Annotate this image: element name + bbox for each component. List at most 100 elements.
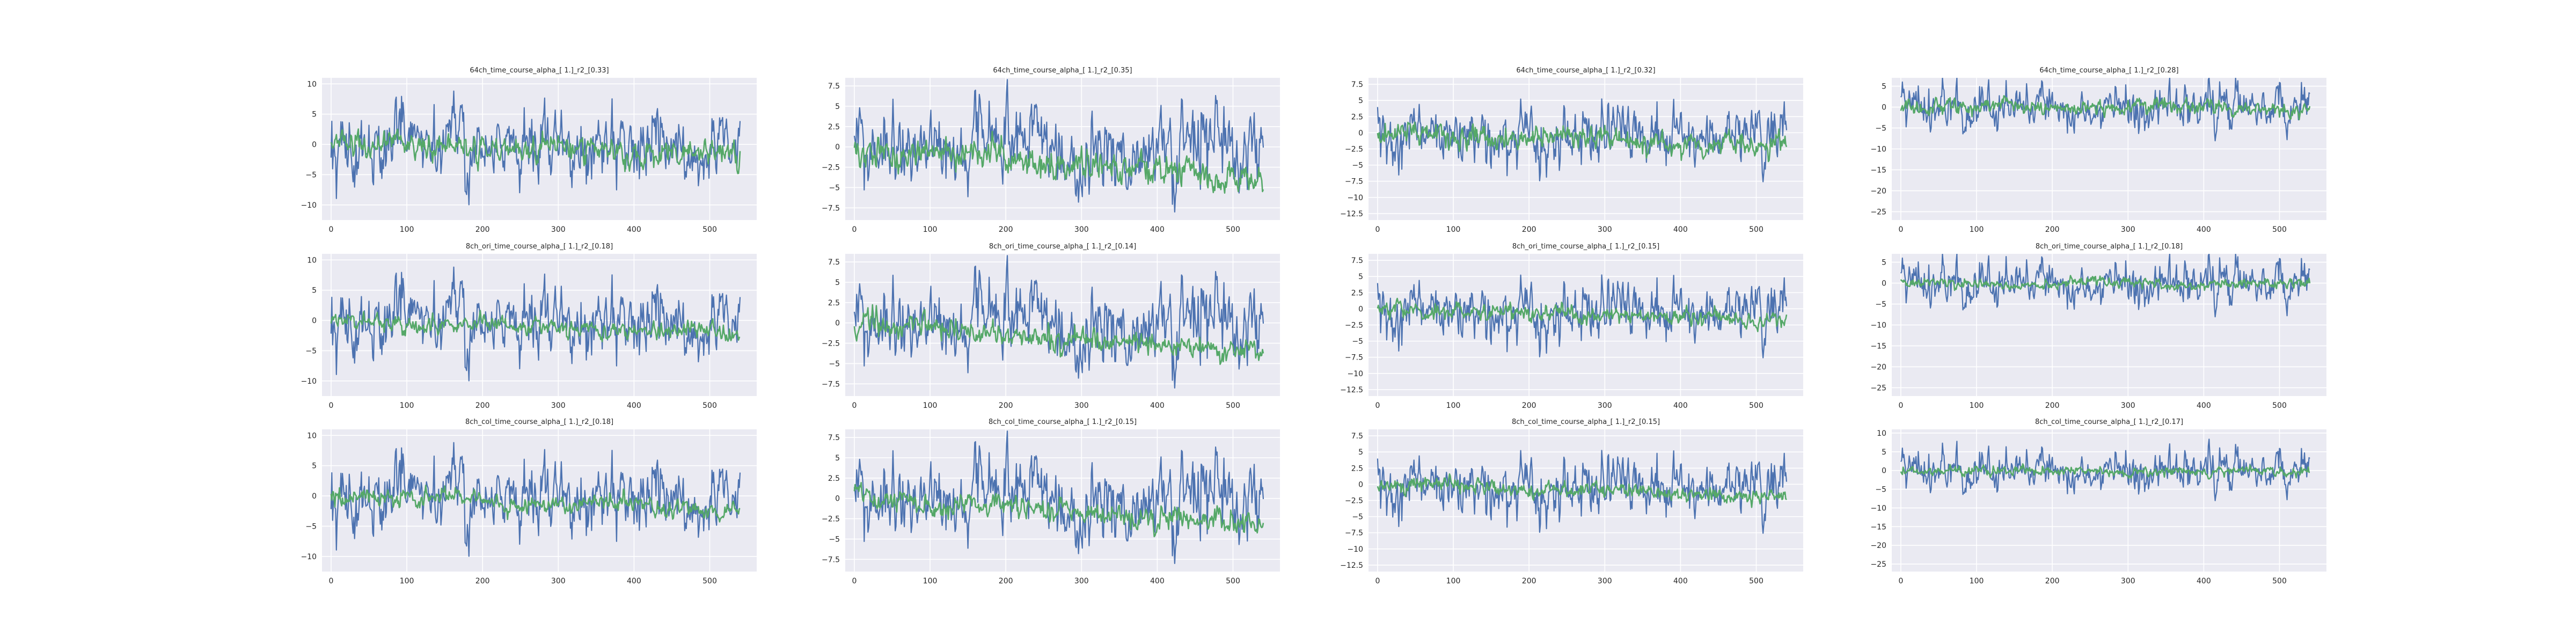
y-tick-label: −10	[1870, 145, 1886, 154]
x-tick-label: 100	[400, 401, 414, 410]
x-tick-label: 300	[551, 401, 566, 410]
y-tick-label: −25	[1870, 384, 1886, 392]
series-line-green	[1900, 463, 2310, 480]
y-tick-label: 0	[312, 317, 317, 325]
x-tick-label: 100	[923, 401, 938, 410]
x-tick-label: 500	[1226, 401, 1240, 410]
x-tick-label: 0	[328, 225, 333, 234]
y-tick-label: −20	[1870, 363, 1886, 371]
x-tick-label: 300	[1598, 577, 1612, 586]
x-tick-label: 400	[1150, 401, 1165, 410]
subplot-9: 0 100 200 300 400 500 −10 −5 0 5 10 8ch_col_time_co…	[301, 418, 757, 586]
subplot-title: 8ch_ori_time_course_alpha_[ 1.]_r2_[0.15…	[1512, 243, 1659, 251]
x-tick-label: 400	[2197, 401, 2211, 410]
x-tick-label: 200	[2045, 225, 2060, 234]
series-line-green	[330, 310, 741, 342]
subplot-5: 0 100 200 300 400 500 −10 −5 0 5 10 8ch_ori_time_co…	[301, 243, 757, 410]
x-tick-label: 100	[400, 225, 414, 234]
y-tick-label: −5	[829, 535, 840, 544]
x-tick-label: 0	[1375, 577, 1380, 586]
x-tick-label: 300	[1598, 401, 1612, 410]
x-tick-label: 300	[551, 225, 566, 234]
y-tick-label: −5	[1352, 162, 1363, 170]
series-line-green	[853, 130, 1264, 194]
y-tick-label: 5	[835, 103, 840, 111]
y-tick-label: −5	[1352, 338, 1363, 346]
x-tick-label: 500	[702, 225, 717, 234]
x-tick-label: 400	[1150, 577, 1165, 586]
series-line-green	[330, 128, 741, 174]
x-tick-label: 300	[551, 577, 566, 586]
x-tick-label: 400	[627, 577, 641, 586]
y-tick-label: −10	[301, 377, 317, 386]
y-tick-label: −12.5	[1340, 386, 1363, 394]
series-line-blue	[1900, 438, 2310, 501]
x-tick-label: 200	[475, 577, 490, 586]
y-tick-label: −7.5	[1345, 178, 1363, 186]
x-tick-label: 200	[999, 401, 1013, 410]
plot-area	[1892, 429, 2326, 572]
y-tick-label: −5	[829, 184, 840, 192]
x-tick-label: 500	[1226, 577, 1240, 586]
series-line-blue	[853, 79, 1264, 213]
y-tick-label: −5	[305, 347, 317, 355]
x-tick-label: 200	[2045, 401, 2060, 410]
y-tick-label: 2.5	[1351, 464, 1363, 473]
series-line-blue	[1900, 78, 2310, 142]
y-tick-label: −5	[1875, 125, 1886, 133]
x-tick-label: 200	[999, 577, 1013, 586]
x-tick-label: 400	[627, 401, 641, 410]
y-tick-label: 7.5	[1351, 257, 1363, 265]
subplot-title: 8ch_ori_time_course_alpha_[ 1.]_r2_[0.14…	[989, 243, 1136, 251]
y-tick-label: 0	[312, 492, 317, 501]
y-tick-label: 2.5	[1351, 289, 1363, 297]
subplot-title: 8ch_ori_time_course_alpha_[ 1.]_r2_[0.18…	[2036, 243, 2183, 251]
y-tick-label: 7.5	[828, 434, 840, 442]
y-tick-label: 0	[835, 319, 840, 328]
x-tick-label: 300	[2121, 225, 2135, 234]
x-tick-label: 0	[1375, 225, 1380, 234]
x-tick-label: 300	[2121, 401, 2135, 410]
subplot-4: 0 100 200 300 400 500 −25 −20 −15 −10 −5 0 5 64ch_tim…	[1870, 67, 2326, 234]
y-tick-label: −20	[1870, 541, 1886, 550]
y-tick-label: −7.5	[1345, 529, 1363, 538]
series-line-green	[853, 482, 1264, 538]
x-tick-label: 200	[2045, 577, 2060, 586]
x-tick-label: 100	[1446, 401, 1461, 410]
x-tick-label: 400	[2197, 577, 2211, 586]
y-tick-label: 7.5	[828, 258, 840, 267]
series-line-green	[1377, 121, 1788, 163]
y-tick-label: 0	[1358, 480, 1363, 489]
subplot-title: 8ch_col_time_course_alpha_[ 1.]_r2_[0.15…	[989, 418, 1137, 426]
x-tick-label: 200	[1522, 577, 1536, 586]
y-tick-label: 5	[1358, 273, 1363, 281]
series-line-green	[853, 304, 1264, 365]
y-tick-label: −2.5	[822, 340, 840, 348]
y-tick-label: −7.5	[822, 555, 840, 564]
y-tick-label: −10	[301, 201, 317, 210]
subplot-2: 0 100 200 300 400 500 −7.5 −5 −2.5 0 2.5 5 7.5 64ch_t…	[822, 67, 1280, 234]
x-tick-label: 300	[1074, 225, 1089, 234]
y-tick-label: 5	[835, 279, 840, 287]
subplot-1: 0 100 200 300 400 500 −10 −5 0 5 10 64ch_time_cours…	[301, 67, 757, 234]
y-tick-label: −2.5	[822, 515, 840, 524]
x-tick-label: 500	[1226, 225, 1240, 234]
y-tick-label: 5	[312, 287, 317, 295]
x-tick-label: 200	[475, 401, 490, 410]
y-tick-label: 5	[1882, 448, 1886, 457]
x-tick-label: 100	[1970, 225, 1984, 234]
y-tick-label: −2.5	[1345, 145, 1363, 154]
x-tick-label: 0	[1375, 401, 1380, 410]
y-tick-label: 10	[307, 80, 317, 89]
y-tick-label: −10	[1870, 321, 1886, 330]
y-tick-label: −2.5	[822, 164, 840, 172]
y-tick-label: −10	[1347, 370, 1363, 378]
y-tick-label: 10	[307, 431, 317, 440]
x-tick-label: 300	[1598, 225, 1612, 234]
y-tick-label: −7.5	[1345, 354, 1363, 362]
y-tick-label: 0	[1882, 467, 1886, 475]
subplot-6: 0 100 200 300 400 500 −7.5 −5 −2.5 0 2.5 5 7.5 8ch_or…	[822, 243, 1280, 410]
y-tick-label: 0	[835, 495, 840, 503]
series-line-green	[330, 485, 741, 523]
